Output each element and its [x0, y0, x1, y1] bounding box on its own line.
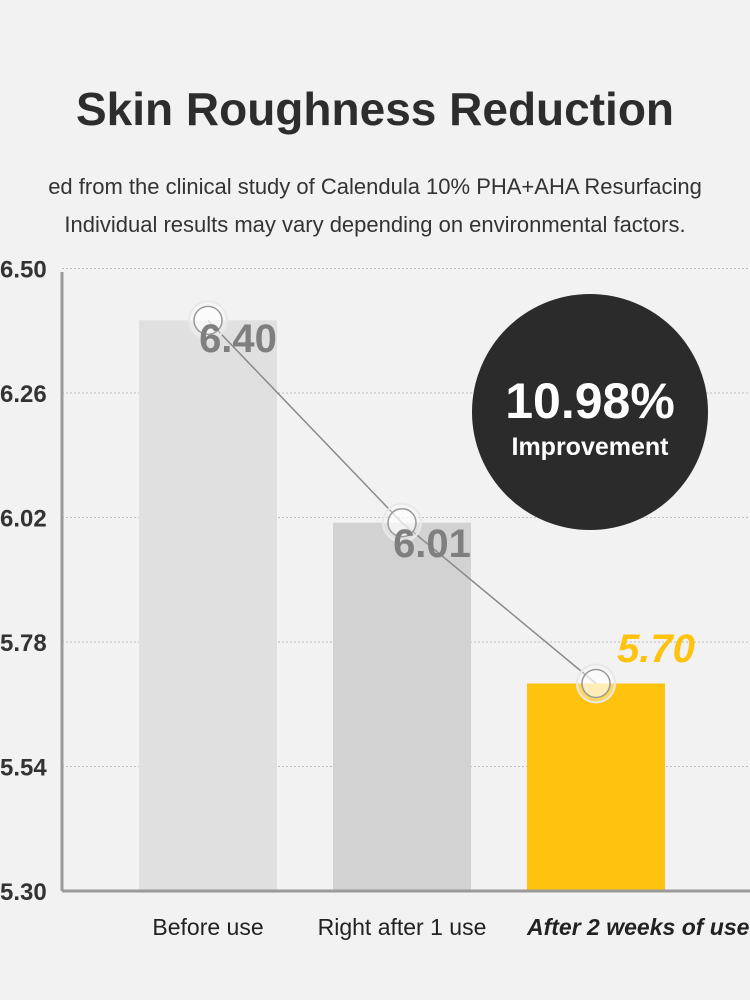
badge-label: Improvement	[512, 433, 670, 461]
bar	[333, 522, 471, 891]
value-label: 5.70	[617, 627, 695, 671]
value-label: 6.40	[199, 317, 277, 361]
y-tick-label: 6.02	[0, 506, 47, 533]
data-point	[387, 507, 417, 538]
y-tick-label: 6.26	[0, 381, 47, 408]
category-label: Before use	[152, 914, 263, 940]
data-point	[581, 668, 611, 699]
subtitle-line-1: ed from the clinical study of Calendula …	[48, 174, 702, 199]
y-tick-label: 5.78	[0, 630, 47, 657]
category-label: Right after 1 use	[318, 914, 487, 940]
improvement-badge	[472, 294, 708, 530]
bar	[139, 320, 277, 891]
y-tick-label: 5.54	[0, 755, 47, 782]
subtitle-line-2: Individual results may vary depending on…	[64, 212, 686, 237]
value-label: 6.01	[393, 522, 471, 566]
badge-value: 10.98%	[505, 373, 675, 429]
y-tick-label: 6.50	[0, 257, 47, 284]
chart-title: Skin Roughness Reduction	[75, 83, 675, 135]
bar	[527, 683, 665, 891]
data-point	[193, 305, 223, 336]
category-label: After 2 weeks of use	[526, 914, 750, 940]
y-tick-label: 5.30	[0, 879, 47, 906]
